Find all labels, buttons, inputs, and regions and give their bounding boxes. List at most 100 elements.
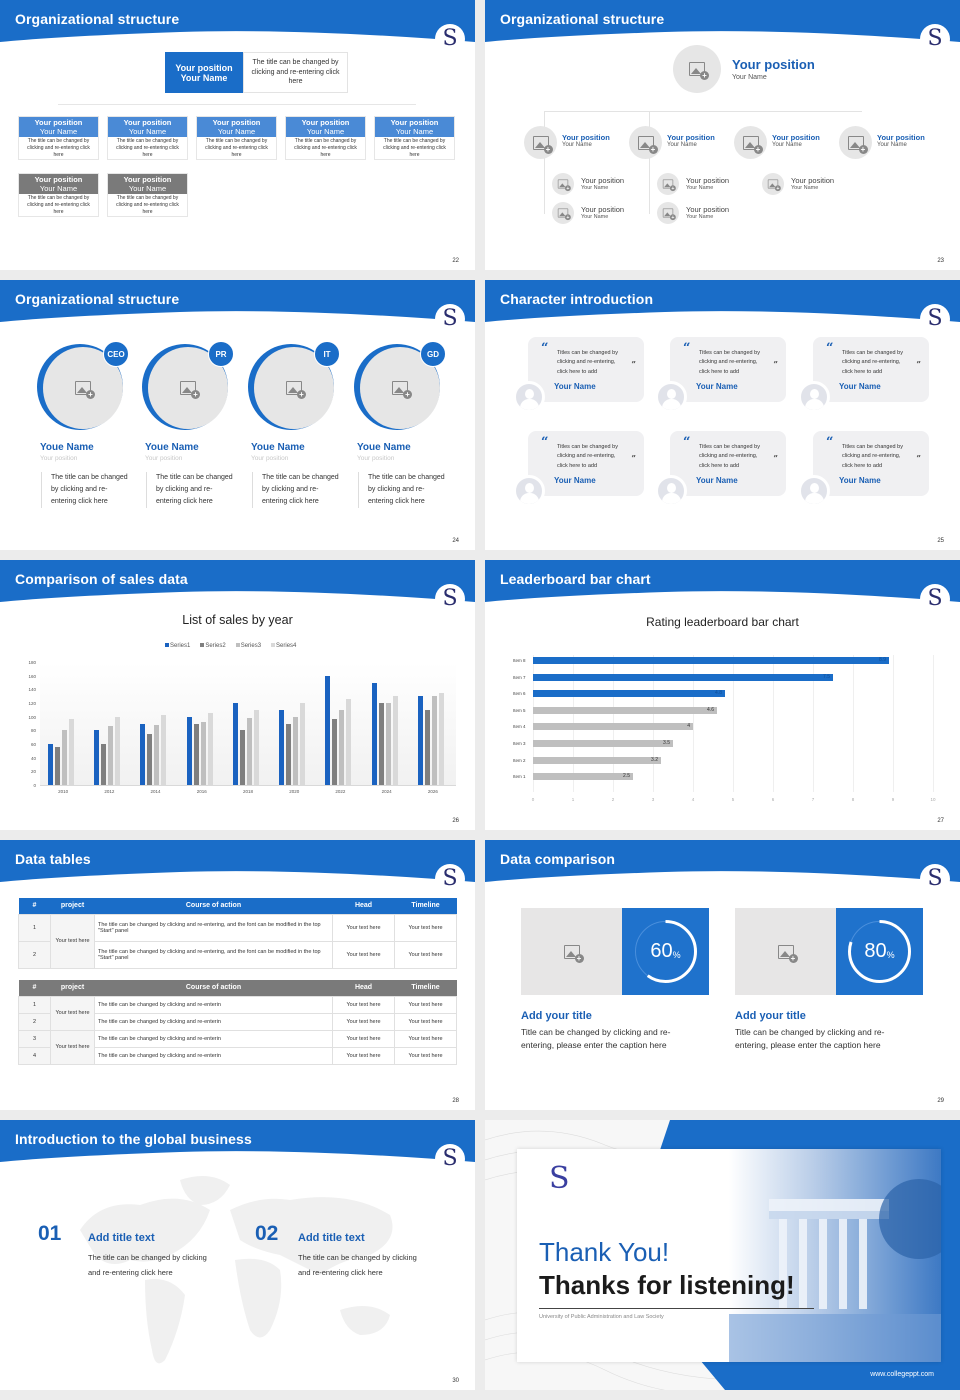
- slide-header: Organizational structure: [0, 280, 475, 324]
- logo-icon: S: [435, 304, 465, 334]
- percent-value: 60%: [622, 908, 709, 995]
- page-number: 23: [937, 258, 944, 264]
- member-photo[interactable]: GD: [354, 341, 446, 430]
- avatar-icon: [513, 381, 545, 413]
- testimonial-text: Titles can be changed by clicking and re…: [557, 350, 618, 375]
- item-number: 02: [255, 1222, 279, 1245]
- head-cell: Your text here: [332, 913, 395, 942]
- x-axis-tick: 2010: [58, 789, 69, 794]
- position-label: Your position: [772, 133, 820, 142]
- testimonial-card[interactable]: “ ” Titles can be changed by clicking and …: [670, 337, 786, 402]
- chart-bar: 4.8: [533, 690, 725, 698]
- name-label: Your Name: [39, 127, 78, 136]
- name-label: Your Name: [128, 127, 167, 136]
- x-axis-tick: 2012: [104, 789, 115, 794]
- logo-icon: S: [435, 1144, 465, 1174]
- website-link[interactable]: www.collegeppt.com: [870, 1371, 934, 1378]
- org-card[interactable]: Your position Your Name The title can be c…: [285, 116, 366, 160]
- head-cell: Your text here: [332, 1029, 395, 1048]
- testimonial-card[interactable]: “ ” Titles can be changed by clicking and …: [670, 431, 786, 496]
- photo-placeholder[interactable]: [734, 126, 767, 159]
- photo-placeholder[interactable]: [552, 202, 574, 224]
- slide-28[interactable]: Data tables S # project Course of action He…: [0, 840, 475, 1110]
- member-photo[interactable]: PR: [142, 341, 234, 430]
- testimonial-card[interactable]: “ ” Titles can be changed by clicking and …: [813, 337, 929, 402]
- org-card[interactable]: Your position Your Name The title can be c…: [196, 116, 277, 160]
- page-number: 24: [452, 538, 459, 544]
- chart-bar: [140, 723, 146, 785]
- org-card[interactable]: Your position Your Name The title can be c…: [18, 116, 99, 160]
- y-axis-tick: 140: [28, 687, 36, 693]
- gridline: [773, 655, 774, 792]
- chart-title: List of sales by year: [182, 613, 293, 627]
- photo-placeholder[interactable]: [762, 173, 784, 195]
- org-card[interactable]: Your position Your Name The title can be c…: [374, 116, 455, 160]
- row-number: 2: [18, 940, 51, 969]
- slide-23[interactable]: Organizational structure S Your position…: [485, 0, 960, 270]
- photo-placeholder[interactable]: [839, 126, 872, 159]
- progress-panel: 60%: [622, 908, 709, 995]
- y-axis-label: Item 3: [513, 741, 526, 746]
- member-photo[interactable]: CEO: [37, 341, 129, 430]
- slide-title: Organizational structure: [500, 11, 665, 27]
- legend-label: Series2: [205, 643, 226, 649]
- photo-placeholder[interactable]: [629, 126, 662, 159]
- row-number: 4: [18, 1046, 51, 1065]
- slide-29[interactable]: Data comparison S 60% Add your title Title…: [485, 840, 960, 1110]
- page-number: 22: [452, 258, 459, 264]
- column-header: #: [18, 898, 51, 914]
- legend-swatch: [165, 643, 169, 647]
- photo-placeholder[interactable]: [521, 908, 622, 995]
- member-photo[interactable]: IT: [248, 341, 340, 430]
- gridline: [693, 655, 694, 792]
- slide-26[interactable]: Comparison of sales data S List of sales…: [0, 560, 475, 830]
- testimonial-card[interactable]: “ ” Titles can be changed by clicking and …: [528, 431, 644, 496]
- slide-30[interactable]: Introduction to the global business S 01…: [0, 1120, 475, 1390]
- org-card[interactable]: Your position Your Name The title can be c…: [107, 173, 188, 217]
- timeline-cell: Your text here: [394, 995, 457, 1014]
- photo-placeholder[interactable]: [735, 908, 836, 995]
- name-label: Your Name: [562, 142, 592, 148]
- column-header: Timeline: [394, 898, 457, 914]
- quote-open-icon: “: [683, 435, 691, 450]
- member-desc: The title can be changed by clicking and…: [252, 472, 342, 508]
- photo-placeholder[interactable]: [524, 126, 557, 159]
- slide-22[interactable]: Organizational structure S Your position…: [0, 0, 475, 270]
- chart-bar: [339, 709, 345, 785]
- photo-placeholder[interactable]: [657, 202, 679, 224]
- quote-close-icon: ”: [773, 453, 778, 463]
- y-axis-label: Item 7: [513, 674, 526, 680]
- chart-bar: [253, 709, 259, 785]
- slide-27[interactable]: Leaderboard bar chart S Rating leaderboa…: [485, 560, 960, 830]
- org-top-box[interactable]: Your position Your Name: [165, 52, 243, 93]
- slide-25[interactable]: Character introduction S “ ” Titles can be…: [485, 280, 960, 550]
- avatar-icon: [513, 475, 545, 507]
- table-row: 2 The title can be changed by clicking an…: [18, 1012, 457, 1031]
- photo-placeholder[interactable]: [657, 173, 679, 195]
- photo-placeholder: [43, 347, 123, 429]
- chart-bar: [154, 724, 160, 785]
- y-axis-tick: 100: [28, 714, 36, 720]
- org-card[interactable]: Your position Your Name The title can be c…: [107, 116, 188, 160]
- project-cell: Your text here: [50, 913, 95, 969]
- top-photo-placeholder[interactable]: [673, 45, 721, 93]
- quote-open-icon: “: [683, 341, 691, 356]
- image-placeholder-icon: [180, 381, 200, 399]
- timeline-cell: Your text here: [394, 913, 457, 942]
- column-header: Head: [332, 898, 395, 914]
- slide-24[interactable]: Organizational structure S CEO Youe Name Y…: [0, 280, 475, 550]
- y-axis-tick: 160: [28, 673, 36, 679]
- chart-bar: [346, 698, 352, 785]
- org-top-desc[interactable]: The title can be changed by clicking and…: [243, 52, 348, 93]
- testimonial-card[interactable]: “ ” Titles can be changed by clicking and …: [528, 337, 644, 402]
- slide-title: Organizational structure: [15, 291, 180, 307]
- column-header: project: [50, 980, 95, 996]
- org-card[interactable]: Your position Your Name The title can be c…: [18, 173, 99, 217]
- photo-placeholder[interactable]: [552, 173, 574, 195]
- bar-value-label: 4.8: [715, 690, 722, 697]
- image-placeholder-icon: [557, 208, 571, 221]
- item-title: Add title text: [298, 1232, 365, 1244]
- image-placeholder-icon: [767, 179, 781, 192]
- slide-thank-you[interactable]: S Thank You! Thanks for listening! Unive…: [485, 1120, 960, 1390]
- testimonial-card[interactable]: “ ” Titles can be changed by clicking and …: [813, 431, 929, 496]
